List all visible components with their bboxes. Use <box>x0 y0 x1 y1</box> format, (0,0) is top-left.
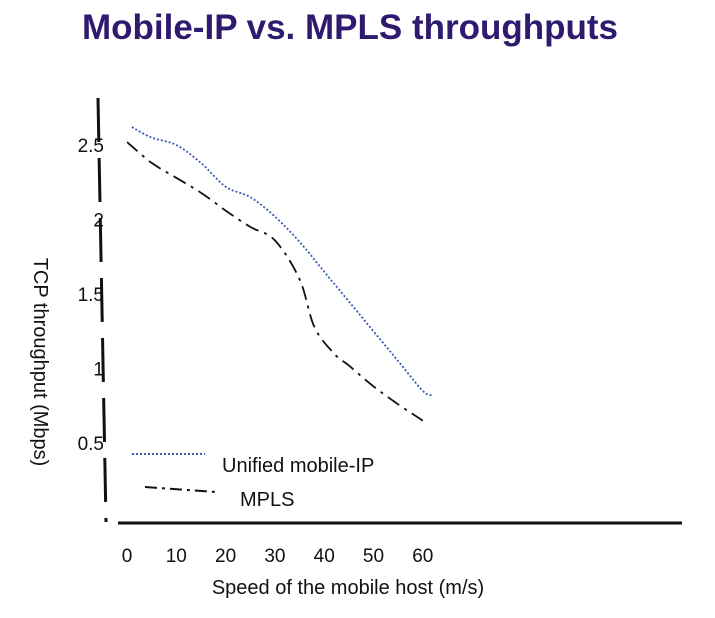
y-tick-label: 1 <box>93 360 104 381</box>
x-tick-label: 40 <box>314 546 335 567</box>
y-tick-label: 2 <box>93 211 104 232</box>
series-line-unified-mobile-ip <box>131 126 434 397</box>
x-tick-label: 10 <box>166 546 187 567</box>
x-tick-labels: 0 10 20 30 40 50 60 <box>122 546 434 567</box>
x-axis-label: Speed of the mobile host (m/s) <box>212 577 484 599</box>
x-tick-label: 60 <box>412 546 433 567</box>
y-tick-label: 0.5 <box>78 434 104 455</box>
x-tick-label: 50 <box>363 546 384 567</box>
y-tick-label: 2.5 <box>78 136 104 157</box>
legend-label-unified-mobile-ip: Unified mobile-IP <box>222 455 374 477</box>
y-tick-label: 1.5 <box>78 285 104 306</box>
x-tick-label: 30 <box>264 546 285 567</box>
series-line-mpls <box>126 141 424 422</box>
y-axis-label: TCP throughput (Mbps) <box>29 258 51 467</box>
legend-swatch-mpls <box>144 486 217 493</box>
legend: Unified mobile-IP MPLS <box>132 453 374 511</box>
y-axis <box>96 97 108 523</box>
legend-label-mpls: MPLS <box>240 489 294 511</box>
x-tick-label: 0 <box>122 546 133 567</box>
y-tick-labels: 0.5 1 1.5 2 2.5 <box>78 136 104 455</box>
series-lines <box>126 126 434 422</box>
chart-title: Mobile-IP vs. MPLS throughputs <box>81 8 619 47</box>
x-tick-label: 20 <box>215 546 236 567</box>
